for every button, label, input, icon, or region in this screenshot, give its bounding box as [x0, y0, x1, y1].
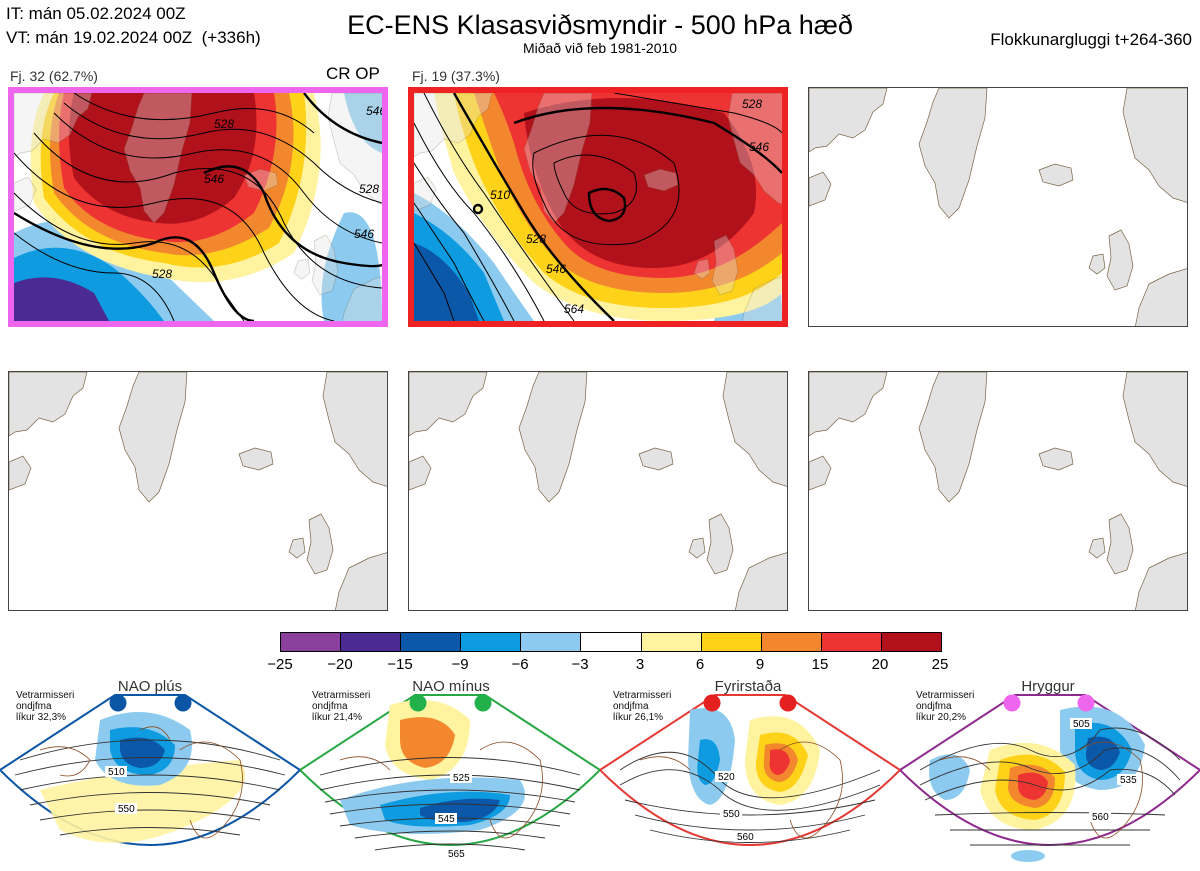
regime-2-title: NAO mínus — [412, 678, 490, 695]
colorbar-tick: −6 — [511, 656, 529, 673]
colorbar-segment — [461, 633, 522, 651]
colorbar-segment — [881, 633, 942, 651]
cluster-1-map: 528 546 528 546 528 546 — [8, 87, 388, 327]
colorbar — [280, 632, 942, 652]
colorbar-segment — [761, 633, 822, 651]
regime-2-contour-label: 565 — [448, 849, 465, 860]
regime-3-note: Vetrarmisseri ondjfma líkur 26,1% — [613, 690, 671, 723]
colorbar-tick: −9 — [451, 656, 469, 673]
regime-note-line: Vetrarmisseri — [613, 690, 672, 701]
valid-time: VT: mán 19.02.2024 00Z (+336h) — [6, 28, 261, 47]
regime-note-line: ondjfma — [16, 701, 52, 712]
colorbar-tick: −3 — [571, 656, 589, 673]
regime-1-note: Vetrarmisseri ondjfma líkur 32,3% — [16, 690, 74, 723]
colorbar-segment — [701, 633, 762, 651]
regime-2-map: 525 545 565 — [300, 694, 600, 860]
contour-label: 528 — [526, 232, 546, 246]
regime-2-contour-label: 525 — [453, 773, 470, 784]
regime-2-contour-label: 545 — [438, 814, 455, 825]
regime-note-line: ondjfma — [916, 701, 952, 712]
colorbar-tick: −15 — [387, 656, 413, 673]
colorbar-segment — [821, 633, 882, 651]
regime-note-line: líkur 32,3% — [16, 712, 67, 723]
regime-3-dot — [703, 694, 721, 712]
regime-3-contour-label: 560 — [737, 832, 754, 843]
cluster-2-label: Fj. 19 (37.3%) — [412, 68, 500, 84]
contour-label: 546 — [749, 140, 769, 154]
regime-note-line: líkur 21,4% — [312, 712, 363, 723]
cluster-1-tag: CR OP — [326, 64, 380, 83]
colorbar-segment — [521, 633, 582, 651]
regime-1-contour-label: 510 — [108, 767, 125, 778]
regime-1-contour-label: 550 — [118, 804, 135, 815]
colorbar-tick: 20 — [871, 656, 889, 673]
cluster-6-map-empty — [808, 371, 1188, 611]
colorbar-segment — [281, 633, 342, 651]
contour-label: 564 — [564, 302, 584, 316]
regime-3-contour-label: 550 — [723, 809, 740, 820]
colorbar-tick: 3 — [635, 656, 645, 673]
regime-note-line: Vetrarmisseri — [312, 690, 371, 701]
init-time: IT: mán 05.02.2024 00Z — [6, 4, 186, 23]
regime-4-title: Hryggur — [1021, 678, 1075, 695]
regime-4-note: Vetrarmisseri ondjfma líkur 20,2% — [916, 690, 974, 723]
regime-note-line: ondjfma — [613, 701, 649, 712]
regime-3-map: 520 550 560 — [600, 694, 900, 846]
regime-note-line: Vetrarmisseri — [916, 690, 975, 701]
colorbar-segment — [401, 633, 462, 651]
page-subtitle: Miðað við feb 1981-2010 — [522, 40, 678, 56]
colorbar-tick: 9 — [755, 656, 765, 673]
regime-4-contour-label: 560 — [1092, 812, 1109, 823]
contour-label: 546 — [354, 227, 374, 241]
regime-4-contour-label: 535 — [1120, 775, 1137, 786]
regime-2-dot — [409, 694, 427, 712]
contour-label: 528 — [742, 97, 762, 111]
cluster-2-map: 510 528 546 564 546 528 — [408, 87, 788, 327]
colorbar-tick: 6 — [695, 656, 705, 673]
contour-label: 510 — [490, 188, 510, 202]
regime-3-contour-label: 520 — [718, 772, 735, 783]
regime-2-note: Vetrarmisseri ondjfma líkur 21,4% — [312, 690, 370, 723]
regime-3-dot — [779, 694, 797, 712]
regime-1-dot — [174, 694, 192, 712]
cluster-4-map-empty — [8, 371, 388, 611]
colorbar-tick: 25 — [931, 656, 949, 673]
regime-note-line: líkur 26,1% — [613, 712, 664, 723]
colorbar-tick: −20 — [327, 656, 353, 673]
cluster-5-map-empty — [408, 371, 788, 611]
contour-label: 546 — [204, 172, 224, 186]
regime-1-map: 510 550 — [0, 694, 300, 846]
regime-4-dot — [1003, 694, 1021, 712]
contour-label: 528 — [152, 267, 172, 281]
contour-label: 528 — [214, 117, 234, 131]
colorbar-segment — [641, 633, 702, 651]
regime-4-map: 505 535 560 — [900, 694, 1200, 862]
contour-label: 546 — [546, 262, 566, 276]
contour-label: 528 — [359, 182, 379, 196]
cluster-3-map-empty — [808, 87, 1188, 327]
regime-3-title: Fyrirstaða — [714, 678, 782, 695]
regime-note-line: ondjfma — [312, 701, 348, 712]
regime-note-line: Vetrarmisseri — [16, 690, 75, 701]
regime-1-dot — [109, 694, 127, 712]
colorbar-segment — [581, 633, 642, 651]
colorbar-tick: −25 — [267, 656, 293, 673]
classification-window: Flokkunargluggi t+264-360 — [990, 30, 1192, 49]
colorbar-segment — [341, 633, 402, 651]
regime-note-line: líkur 20,2% — [916, 712, 967, 723]
contour-label: 546 — [366, 104, 382, 118]
regime-2-dot — [474, 694, 492, 712]
page-title: EC-ENS Klasasviðsmyndir - 500 hPa hæð — [347, 10, 853, 40]
colorbar-tick: 15 — [811, 656, 829, 673]
regime-4-contour-label: 505 — [1073, 719, 1090, 730]
regime-1-title: NAO plús — [117, 678, 183, 695]
regime-4-dot — [1077, 694, 1095, 712]
cluster-1-label: Fj. 32 (62.7%) — [10, 68, 98, 84]
